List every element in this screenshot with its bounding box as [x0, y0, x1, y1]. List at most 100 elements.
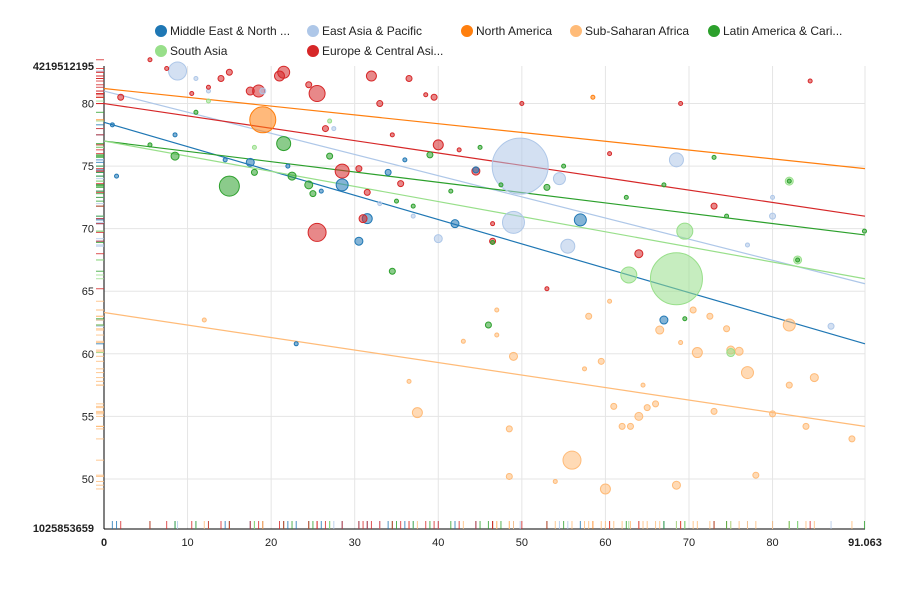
data-point[interactable]	[626, 422, 634, 430]
data-point[interactable]	[769, 212, 777, 220]
data-point[interactable]	[318, 188, 324, 194]
data-point[interactable]	[786, 178, 792, 184]
legend-swatch[interactable]	[461, 25, 473, 37]
data-point[interactable]	[498, 182, 504, 188]
data-point[interactable]	[848, 435, 856, 443]
data-point[interactable]	[285, 163, 291, 169]
data-point[interactable]	[659, 315, 669, 325]
data-point[interactable]	[397, 180, 405, 188]
data-point[interactable]	[389, 132, 395, 138]
data-point[interactable]	[785, 381, 793, 389]
data-point[interactable]	[710, 202, 718, 210]
data-point[interactable]	[172, 132, 178, 138]
legend-label[interactable]: East Asia & Pacific	[322, 24, 422, 38]
data-point[interactable]	[402, 157, 408, 163]
data-point[interactable]	[456, 147, 462, 153]
data-point[interactable]	[620, 266, 638, 284]
data-point[interactable]	[491, 137, 549, 195]
data-point[interactable]	[652, 400, 660, 408]
data-point[interactable]	[189, 91, 195, 97]
data-point[interactable]	[406, 378, 412, 384]
data-point[interactable]	[552, 478, 558, 484]
data-point[interactable]	[561, 163, 567, 169]
data-point[interactable]	[307, 222, 327, 242]
legend-label[interactable]: South Asia	[170, 44, 228, 58]
data-point[interactable]	[477, 144, 483, 150]
data-point[interactable]	[689, 306, 697, 314]
data-point[interactable]	[490, 239, 496, 245]
data-point[interactable]	[168, 61, 188, 81]
data-point[interactable]	[643, 404, 651, 412]
data-point[interactable]	[544, 286, 550, 292]
data-point[interactable]	[114, 173, 120, 179]
data-point[interactable]	[376, 100, 384, 108]
data-point[interactable]	[109, 122, 115, 128]
data-point[interactable]	[710, 407, 718, 415]
legend-swatch[interactable]	[570, 25, 582, 37]
data-point[interactable]	[809, 373, 819, 383]
data-point[interactable]	[354, 236, 364, 246]
data-point[interactable]	[205, 84, 211, 90]
data-point[interactable]	[405, 75, 413, 83]
data-point[interactable]	[335, 178, 349, 192]
data-point[interactable]	[795, 257, 801, 263]
data-point[interactable]	[769, 410, 777, 418]
legend-swatch[interactable]	[155, 45, 167, 57]
data-point[interactable]	[305, 81, 313, 89]
data-point[interactable]	[607, 298, 613, 304]
data-point[interactable]	[334, 163, 350, 179]
data-point[interactable]	[723, 325, 731, 333]
data-point[interactable]	[259, 87, 267, 95]
data-point[interactable]	[193, 109, 199, 115]
legend-label[interactable]: Europe & Central Asi...	[322, 44, 443, 58]
data-point[interactable]	[682, 316, 688, 322]
data-point[interactable]	[430, 93, 438, 101]
data-point[interactable]	[147, 142, 153, 148]
data-point[interactable]	[218, 175, 240, 197]
data-point[interactable]	[273, 70, 285, 82]
data-point[interactable]	[147, 57, 153, 63]
data-point[interactable]	[432, 139, 444, 151]
data-point[interactable]	[287, 171, 297, 181]
data-point[interactable]	[321, 125, 329, 133]
data-point[interactable]	[590, 94, 596, 100]
data-point[interactable]	[494, 332, 500, 338]
data-point[interactable]	[308, 85, 326, 103]
data-point[interactable]	[661, 182, 667, 188]
data-point[interactable]	[634, 249, 644, 259]
data-point[interactable]	[802, 422, 810, 430]
data-point[interactable]	[363, 188, 371, 196]
data-point[interactable]	[827, 322, 835, 330]
data-point[interactable]	[543, 183, 551, 191]
data-point[interactable]	[649, 252, 703, 306]
legend-label[interactable]: Middle East & North ...	[170, 24, 290, 38]
data-point[interactable]	[355, 165, 363, 173]
legend-swatch[interactable]	[307, 45, 319, 57]
data-point[interactable]	[170, 151, 180, 161]
data-point[interactable]	[744, 242, 750, 248]
data-point[interactable]	[484, 321, 492, 329]
data-point[interactable]	[331, 126, 337, 132]
data-point[interactable]	[610, 402, 618, 410]
data-point[interactable]	[327, 118, 333, 124]
legend-swatch[interactable]	[307, 25, 319, 37]
data-point[interactable]	[384, 168, 392, 176]
data-point[interactable]	[597, 357, 605, 365]
data-point[interactable]	[634, 411, 644, 421]
data-point[interactable]	[770, 194, 776, 200]
data-point[interactable]	[358, 214, 368, 224]
data-point[interactable]	[249, 106, 277, 134]
data-point[interactable]	[490, 221, 496, 227]
data-point[interactable]	[411, 407, 423, 419]
data-point[interactable]	[676, 222, 694, 240]
data-point[interactable]	[752, 471, 760, 479]
data-point[interactable]	[393, 198, 399, 204]
data-point[interactable]	[734, 346, 744, 356]
data-point[interactable]	[505, 472, 513, 480]
data-point[interactable]	[807, 78, 813, 84]
data-point[interactable]	[508, 351, 518, 361]
data-point[interactable]	[117, 93, 125, 101]
data-point[interactable]	[217, 75, 225, 83]
data-point[interactable]	[423, 92, 429, 98]
legend-label[interactable]: North America	[476, 24, 552, 38]
